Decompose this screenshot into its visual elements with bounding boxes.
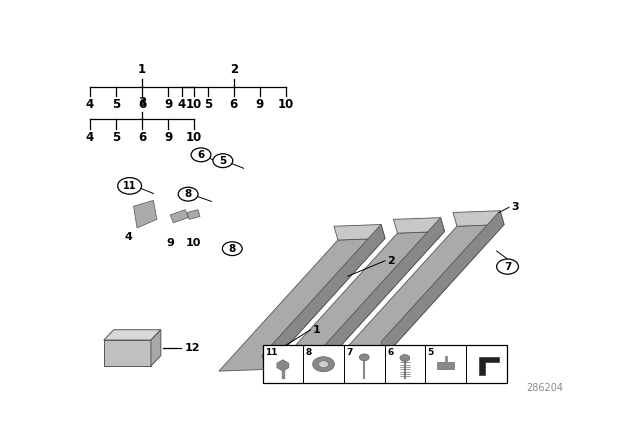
Text: 9: 9 (164, 98, 172, 111)
Circle shape (497, 259, 518, 274)
Text: 3: 3 (511, 202, 519, 211)
Circle shape (191, 148, 211, 162)
Polygon shape (219, 238, 385, 371)
Circle shape (213, 154, 233, 168)
Text: 4: 4 (86, 131, 94, 144)
Text: 2: 2 (230, 63, 238, 76)
Text: 1: 1 (138, 63, 146, 76)
Text: 6: 6 (138, 98, 146, 111)
Polygon shape (151, 330, 161, 366)
Polygon shape (479, 358, 499, 375)
Text: 9: 9 (164, 131, 172, 144)
Text: 10: 10 (278, 98, 294, 111)
Text: 4: 4 (177, 98, 186, 111)
Polygon shape (338, 224, 504, 358)
Circle shape (312, 357, 335, 372)
Text: 2: 2 (388, 256, 396, 266)
Text: 3: 3 (138, 96, 146, 109)
Circle shape (178, 187, 198, 201)
Text: 11: 11 (265, 348, 278, 357)
Text: 7: 7 (346, 348, 353, 357)
Text: 5: 5 (220, 156, 227, 166)
Text: 6: 6 (230, 98, 238, 111)
Text: 10: 10 (186, 98, 202, 111)
Text: 11: 11 (123, 181, 136, 191)
Text: 4: 4 (86, 98, 94, 111)
Text: 12: 12 (185, 343, 200, 353)
Text: 10: 10 (186, 131, 202, 144)
Text: 5: 5 (204, 98, 212, 111)
Polygon shape (187, 210, 200, 220)
Text: 4: 4 (125, 232, 132, 242)
Polygon shape (104, 330, 161, 340)
Polygon shape (334, 224, 385, 240)
Polygon shape (170, 210, 188, 223)
Polygon shape (278, 232, 445, 364)
Polygon shape (381, 211, 504, 356)
Text: 8: 8 (306, 348, 312, 357)
Text: 9: 9 (255, 98, 264, 111)
Text: 1: 1 (313, 325, 321, 335)
Polygon shape (104, 340, 151, 366)
Text: 9: 9 (167, 238, 175, 248)
FancyBboxPatch shape (262, 345, 507, 383)
Text: 6: 6 (387, 348, 393, 357)
Polygon shape (277, 360, 289, 371)
Polygon shape (321, 218, 445, 362)
Text: 5: 5 (112, 98, 120, 111)
Polygon shape (134, 200, 157, 228)
Circle shape (400, 354, 410, 362)
Text: 5: 5 (112, 131, 120, 144)
Text: 7: 7 (504, 262, 511, 271)
Polygon shape (453, 211, 504, 226)
Text: 10: 10 (186, 238, 201, 248)
Circle shape (359, 354, 369, 361)
Text: 8: 8 (184, 189, 192, 199)
Polygon shape (436, 362, 454, 370)
Text: 8: 8 (228, 244, 236, 254)
Text: 6: 6 (138, 131, 146, 144)
Circle shape (222, 242, 242, 255)
Polygon shape (262, 224, 385, 370)
Text: 5: 5 (428, 348, 434, 357)
Circle shape (118, 177, 141, 194)
Circle shape (319, 361, 328, 368)
Text: 6: 6 (197, 150, 205, 160)
Polygon shape (394, 218, 445, 233)
Text: 286204: 286204 (527, 383, 564, 392)
